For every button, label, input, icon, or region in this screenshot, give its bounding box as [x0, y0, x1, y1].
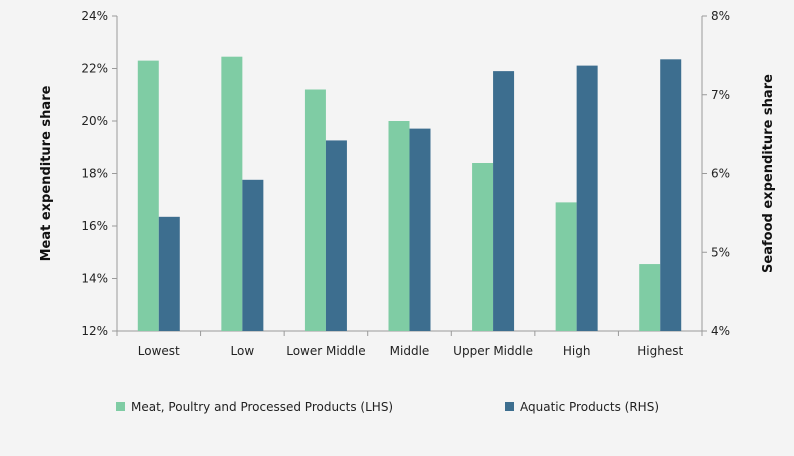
category-label: High: [563, 344, 591, 358]
left-axis-title: Meat expenditure share: [39, 85, 54, 261]
legend-swatch-meat-poultry: [116, 402, 125, 411]
bar-aquatic-products: [325, 140, 347, 331]
labels-group: 12% 14% 16% 18% 20% 22% 24% 4% 5% 6% 7% 8% Lowest Low…: [39, 9, 776, 358]
bar-aquatic-products: [493, 71, 515, 331]
bar-meat-poultry: [388, 121, 410, 331]
left-tick-label: 12%: [81, 324, 108, 338]
legend-group: Meat, Poultry and Processed Products (LH…: [116, 400, 659, 414]
category-label: Middle: [390, 344, 430, 358]
category-label: Low: [231, 344, 255, 358]
bar-meat-poultry: [555, 202, 577, 331]
category-label: Lowest: [138, 344, 180, 358]
bar-aquatic-products: [409, 128, 431, 331]
category-label: Lower Middle: [286, 344, 365, 358]
bar-meat-poultry: [137, 60, 159, 331]
legend-label-aquatic-products: Aquatic Products (RHS): [520, 400, 659, 414]
bars-group: [137, 56, 682, 332]
right-tick-label: 5%: [711, 245, 730, 259]
right-axis-title: Seafood expenditure share: [761, 74, 776, 273]
category-label: Upper Middle: [453, 344, 533, 358]
right-tick-label: 4%: [711, 324, 730, 338]
bar-aquatic-products: [660, 59, 682, 331]
left-tick-label: 20%: [81, 114, 108, 128]
bar-aquatic-products: [242, 179, 264, 331]
bar-aquatic-products: [576, 65, 598, 332]
left-tick-label: 18%: [81, 167, 108, 181]
bar-meat-poultry: [472, 163, 494, 331]
left-tick-label: 22%: [81, 62, 108, 76]
left-tick-label: 14%: [81, 272, 108, 286]
bar-meat-poultry: [221, 56, 243, 331]
bar-meat-poultry: [304, 89, 326, 331]
bar-aquatic-products: [158, 216, 180, 331]
left-tick-label: 16%: [81, 219, 108, 233]
legend-label-meat-poultry: Meat, Poultry and Processed Products (LH…: [131, 400, 393, 414]
left-tick-label: 24%: [81, 9, 108, 23]
right-tick-label: 8%: [711, 9, 730, 23]
category-label: Highest: [637, 344, 683, 358]
legend-swatch-aquatic-products: [505, 402, 514, 411]
bar-meat-poultry: [639, 264, 661, 331]
right-tick-label: 7%: [711, 88, 730, 102]
right-tick-label: 6%: [711, 167, 730, 181]
